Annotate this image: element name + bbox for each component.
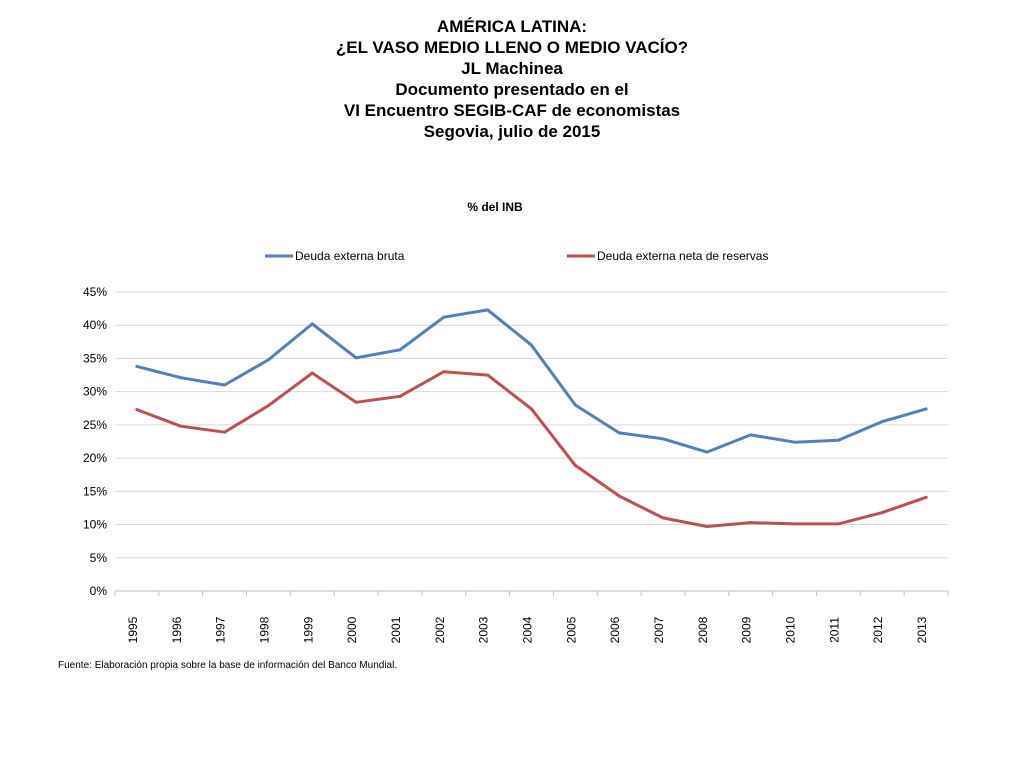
x-tick-label: 2009 <box>740 616 754 643</box>
x-tick-label: 2012 <box>871 616 885 643</box>
y-tick-label: 10% <box>83 518 107 532</box>
x-tick-label: 2000 <box>345 616 359 643</box>
data-point <box>135 364 139 368</box>
data-point <box>705 525 709 529</box>
header-line-question: ¿EL VASO MEDIO LLENO O MEDIO VACÍO? <box>335 38 689 57</box>
data-point <box>442 315 446 319</box>
data-point <box>749 433 753 437</box>
data-point <box>266 404 270 408</box>
data-point <box>793 522 797 526</box>
x-tick-label: 2007 <box>652 616 666 643</box>
data-point <box>354 400 358 404</box>
data-point <box>924 407 928 411</box>
data-point <box>836 522 840 526</box>
data-point <box>310 371 314 375</box>
data-point <box>530 343 533 347</box>
y-tick-label: 35% <box>83 351 107 365</box>
data-point <box>223 430 227 434</box>
data-point <box>223 383 227 387</box>
data-point <box>530 407 533 411</box>
x-tick-label: 2002 <box>433 616 447 643</box>
data-point <box>573 403 577 407</box>
slide-header: AMÉRICA LATINA: ¿EL VASO MEDIO LLENO O M… <box>0 16 1024 142</box>
data-point <box>398 394 402 398</box>
header-line-author: JL Machinea <box>461 59 563 78</box>
series-lines <box>135 308 928 529</box>
data-point <box>661 437 665 441</box>
chart-legend: Deuda externa bruta Deuda externa neta de… <box>265 249 768 263</box>
x-tick-label: 1999 <box>301 616 315 643</box>
series-line-1 <box>135 370 928 528</box>
x-tick-label: 1998 <box>257 616 271 643</box>
data-point <box>354 356 358 360</box>
data-point <box>749 521 753 525</box>
y-tick-label: 30% <box>83 385 107 399</box>
data-point <box>135 408 139 412</box>
data-point <box>661 516 665 520</box>
y-tick-label: 45% <box>83 285 107 299</box>
y-tick-label: 15% <box>83 484 107 498</box>
x-tick-label: 2013 <box>915 616 929 643</box>
data-point <box>793 440 797 444</box>
x-tick-label: 2006 <box>608 616 622 643</box>
x-axis: 1995 1996 1997 1998 1999 2000 2001 2002 2003 2004… <box>114 590 949 643</box>
header-line-event: VI Encuentro SEGIB-CAF de economistas <box>343 101 681 120</box>
y-tick-label: 20% <box>83 451 107 465</box>
data-point <box>310 322 314 326</box>
y-tick-label: 40% <box>83 318 107 332</box>
data-point <box>179 424 183 428</box>
x-tick-label: 2011 <box>827 617 841 643</box>
y-tick-label: 25% <box>83 418 107 432</box>
data-point <box>924 495 928 499</box>
legend-label: Deuda externa neta de reservas <box>597 249 768 263</box>
header-line-region: AMÉRICA LATINA: <box>436 17 588 36</box>
data-point <box>266 358 270 362</box>
data-point <box>573 463 577 467</box>
series-line-0 <box>135 308 928 454</box>
y-tick-label: 0% <box>90 584 108 598</box>
y-tick-label: 5% <box>90 551 108 565</box>
data-point <box>398 348 402 352</box>
data-point <box>880 511 884 515</box>
data-point <box>442 370 446 374</box>
x-tick-label: 2005 <box>564 616 578 643</box>
data-point <box>486 308 490 312</box>
data-point <box>486 373 490 377</box>
data-point <box>836 438 840 442</box>
data-point <box>179 376 183 380</box>
legend-label: Deuda externa bruta <box>295 249 405 263</box>
data-point <box>880 420 884 424</box>
x-tick-label: 1996 <box>170 616 184 643</box>
x-tick-label: 2008 <box>696 616 710 643</box>
chart-title: % del INB <box>467 200 523 214</box>
data-point <box>617 431 621 435</box>
data-point <box>617 494 621 498</box>
header-line-place-date: Segovia, julio de 2015 <box>423 122 601 141</box>
x-tick-label: 2003 <box>477 616 491 643</box>
x-tick-label: 2004 <box>521 616 535 643</box>
x-tick-label: 2010 <box>784 616 798 643</box>
data-point <box>705 450 709 454</box>
header-line-presented: Documento presentado en el <box>395 80 629 99</box>
x-tick-label: 1997 <box>214 616 228 643</box>
x-tick-label: 2001 <box>389 616 403 643</box>
x-tick-label: 1995 <box>126 616 140 643</box>
source-note: Fuente: Elaboración propia sobre la base… <box>58 660 398 671</box>
y-axis-ticks: 0% 5% 10% 15% 20% 25% 30% 35% 40% 45% <box>83 285 107 598</box>
